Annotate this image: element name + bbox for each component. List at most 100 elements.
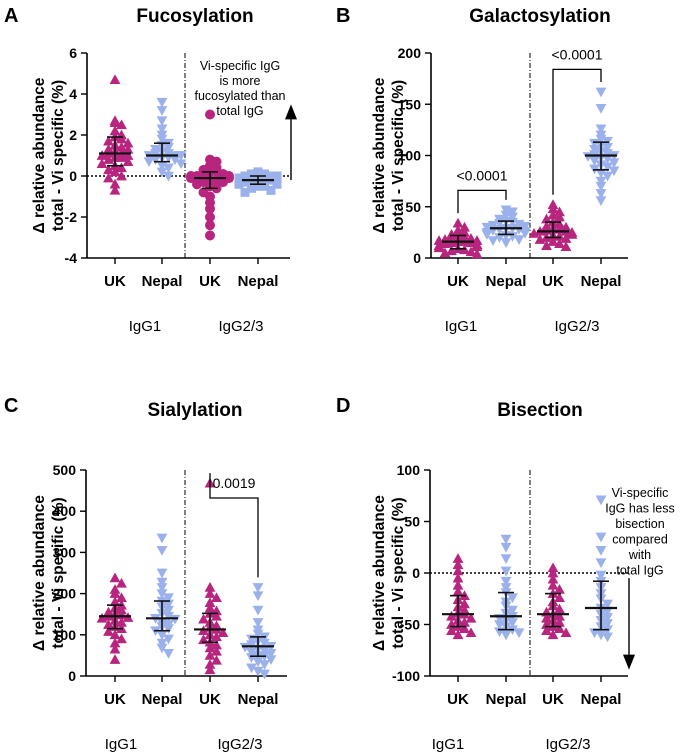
group-label: IgG1 <box>432 736 465 753</box>
data-point <box>122 150 134 160</box>
data-point <box>554 592 565 603</box>
annotation-text: IgG has less <box>605 502 674 516</box>
data-point <box>109 74 121 84</box>
data-point <box>116 141 127 152</box>
data-point <box>452 559 464 570</box>
y-axis-label-line2: total - Vi specific (%) <box>50 80 67 231</box>
data-point <box>198 613 209 624</box>
group-label: IgG1 <box>445 318 478 335</box>
p-value-label: <0.0001 <box>552 46 603 62</box>
data-point <box>163 634 174 645</box>
data-point <box>595 189 607 199</box>
data-point <box>259 660 270 670</box>
data-point <box>246 640 257 651</box>
data-point <box>602 619 613 629</box>
y-tick-label: -100 <box>392 668 420 684</box>
series-3 <box>186 109 234 241</box>
data-point <box>507 207 518 218</box>
data-point <box>205 212 215 222</box>
data-point <box>452 217 464 228</box>
data-point <box>547 573 559 584</box>
x-tick-label: Nepal <box>238 691 279 708</box>
data-point <box>595 87 607 98</box>
data-point <box>252 583 264 593</box>
data-point <box>595 570 607 581</box>
x-tick-label: Nepal <box>142 273 183 290</box>
data-point <box>211 610 222 621</box>
data-point <box>507 605 518 616</box>
data-point <box>272 179 282 189</box>
data-point <box>595 168 607 179</box>
y-tick-label: 100 <box>397 462 421 478</box>
data-point <box>116 633 127 644</box>
data-point <box>204 597 216 607</box>
x-tick-label: UK <box>447 273 469 290</box>
y-tick-label: 2 <box>69 127 77 143</box>
group-label: IgG2/3 <box>554 318 599 335</box>
data-point <box>433 235 445 245</box>
y-tick-label: -2 <box>65 209 78 225</box>
data-point <box>175 151 187 161</box>
data-point <box>116 170 127 181</box>
data-point <box>608 158 620 169</box>
data-point <box>446 245 457 256</box>
data-point <box>109 643 121 654</box>
data-point <box>253 181 263 191</box>
data-point <box>234 179 244 189</box>
data-point <box>169 155 181 165</box>
data-point <box>109 117 121 128</box>
panel-letter: C <box>4 395 18 417</box>
significance-bracket <box>209 473 259 578</box>
data-point <box>541 625 552 635</box>
data-point <box>240 171 250 181</box>
data-point <box>163 611 174 622</box>
data-point <box>260 169 269 179</box>
data-point <box>266 185 276 195</box>
data-point <box>602 171 613 182</box>
data-point <box>446 625 457 635</box>
data-point <box>116 617 127 627</box>
series-1 <box>96 74 134 195</box>
data-point <box>500 576 512 587</box>
data-point <box>259 638 270 649</box>
data-point <box>500 238 512 249</box>
data-point <box>247 183 256 193</box>
y-tick-label: 0 <box>413 250 421 266</box>
data-point <box>103 154 114 164</box>
data-point <box>265 649 277 659</box>
data-point <box>109 178 121 189</box>
data-point <box>204 664 216 675</box>
data-point <box>186 173 196 184</box>
series-4 <box>582 87 620 206</box>
y-axis-label-line1: Δ relative abundance <box>31 495 48 651</box>
annotation-text: total IgG <box>216 104 263 118</box>
y-tick-label: 400 <box>53 503 77 519</box>
data-point <box>602 142 613 153</box>
data-point <box>595 495 607 506</box>
data-point <box>109 184 121 195</box>
data-point <box>560 627 572 638</box>
series-2 <box>143 97 187 182</box>
data-point <box>500 630 512 641</box>
panel-title: Galactosylation <box>469 6 611 27</box>
data-point <box>211 592 222 603</box>
y-tick-label: 500 <box>53 462 77 478</box>
annotation-text: fucosylated than <box>194 89 285 103</box>
x-tick-label: Nepal <box>581 273 622 290</box>
series-1 <box>96 572 134 664</box>
y-tick-label: 50 <box>404 514 420 530</box>
data-point <box>452 224 464 235</box>
group-label: IgG2/3 <box>218 318 263 335</box>
y-tick-label: -4 <box>65 250 78 266</box>
data-point <box>608 166 620 177</box>
data-point <box>554 231 565 241</box>
data-point <box>471 248 483 259</box>
data-point <box>96 612 108 623</box>
data-point <box>192 179 202 190</box>
panel-letter: D <box>336 395 350 417</box>
series-3 <box>537 562 572 640</box>
y-tick-label: 6 <box>69 45 77 61</box>
x-tick-label: UK <box>104 691 126 708</box>
panel-title: Bisection <box>497 400 583 421</box>
data-point <box>595 124 607 135</box>
